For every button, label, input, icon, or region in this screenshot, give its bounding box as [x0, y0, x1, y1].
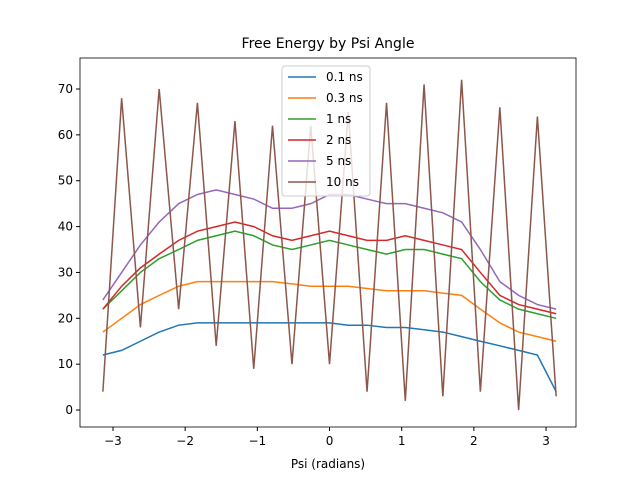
series-line — [102, 221, 557, 315]
x-tick-label: 2 — [470, 434, 478, 448]
chart-title: Free Energy by Psi Angle — [242, 36, 415, 52]
x-tick-label: 0 — [326, 434, 334, 448]
legend-label: 2 ns — [326, 133, 351, 147]
y-tick-label: 50 — [58, 174, 73, 188]
legend-label: 0.1 ns — [326, 70, 363, 84]
legend-label: 5 ns — [326, 154, 351, 168]
y-tick-label: 20 — [58, 311, 73, 325]
series-line — [102, 230, 557, 320]
legend-label: 1 ns — [326, 112, 351, 126]
x-axis-label: Psi (radians) — [291, 457, 365, 471]
series-line — [102, 280, 557, 342]
x-tick-label: −1 — [248, 434, 266, 448]
legend-label: 10 ns — [326, 175, 359, 189]
y-tick-label: 40 — [58, 220, 73, 234]
legend-label: 0.3 ns — [326, 91, 363, 105]
y-tick-label: 60 — [58, 128, 73, 142]
x-tick-label: −2 — [176, 434, 194, 448]
plot-frame — [79, 57, 577, 428]
series-line — [102, 79, 557, 411]
y-tick-label: 30 — [58, 265, 73, 279]
y-tick-label: 70 — [58, 82, 73, 96]
x-tick-label: 3 — [542, 434, 550, 448]
y-tick-label: 10 — [58, 357, 73, 371]
x-tick-label: −3 — [104, 434, 122, 448]
series-line — [102, 322, 557, 393]
x-tick-label: 1 — [398, 434, 406, 448]
y-tick-label: 0 — [65, 403, 73, 417]
